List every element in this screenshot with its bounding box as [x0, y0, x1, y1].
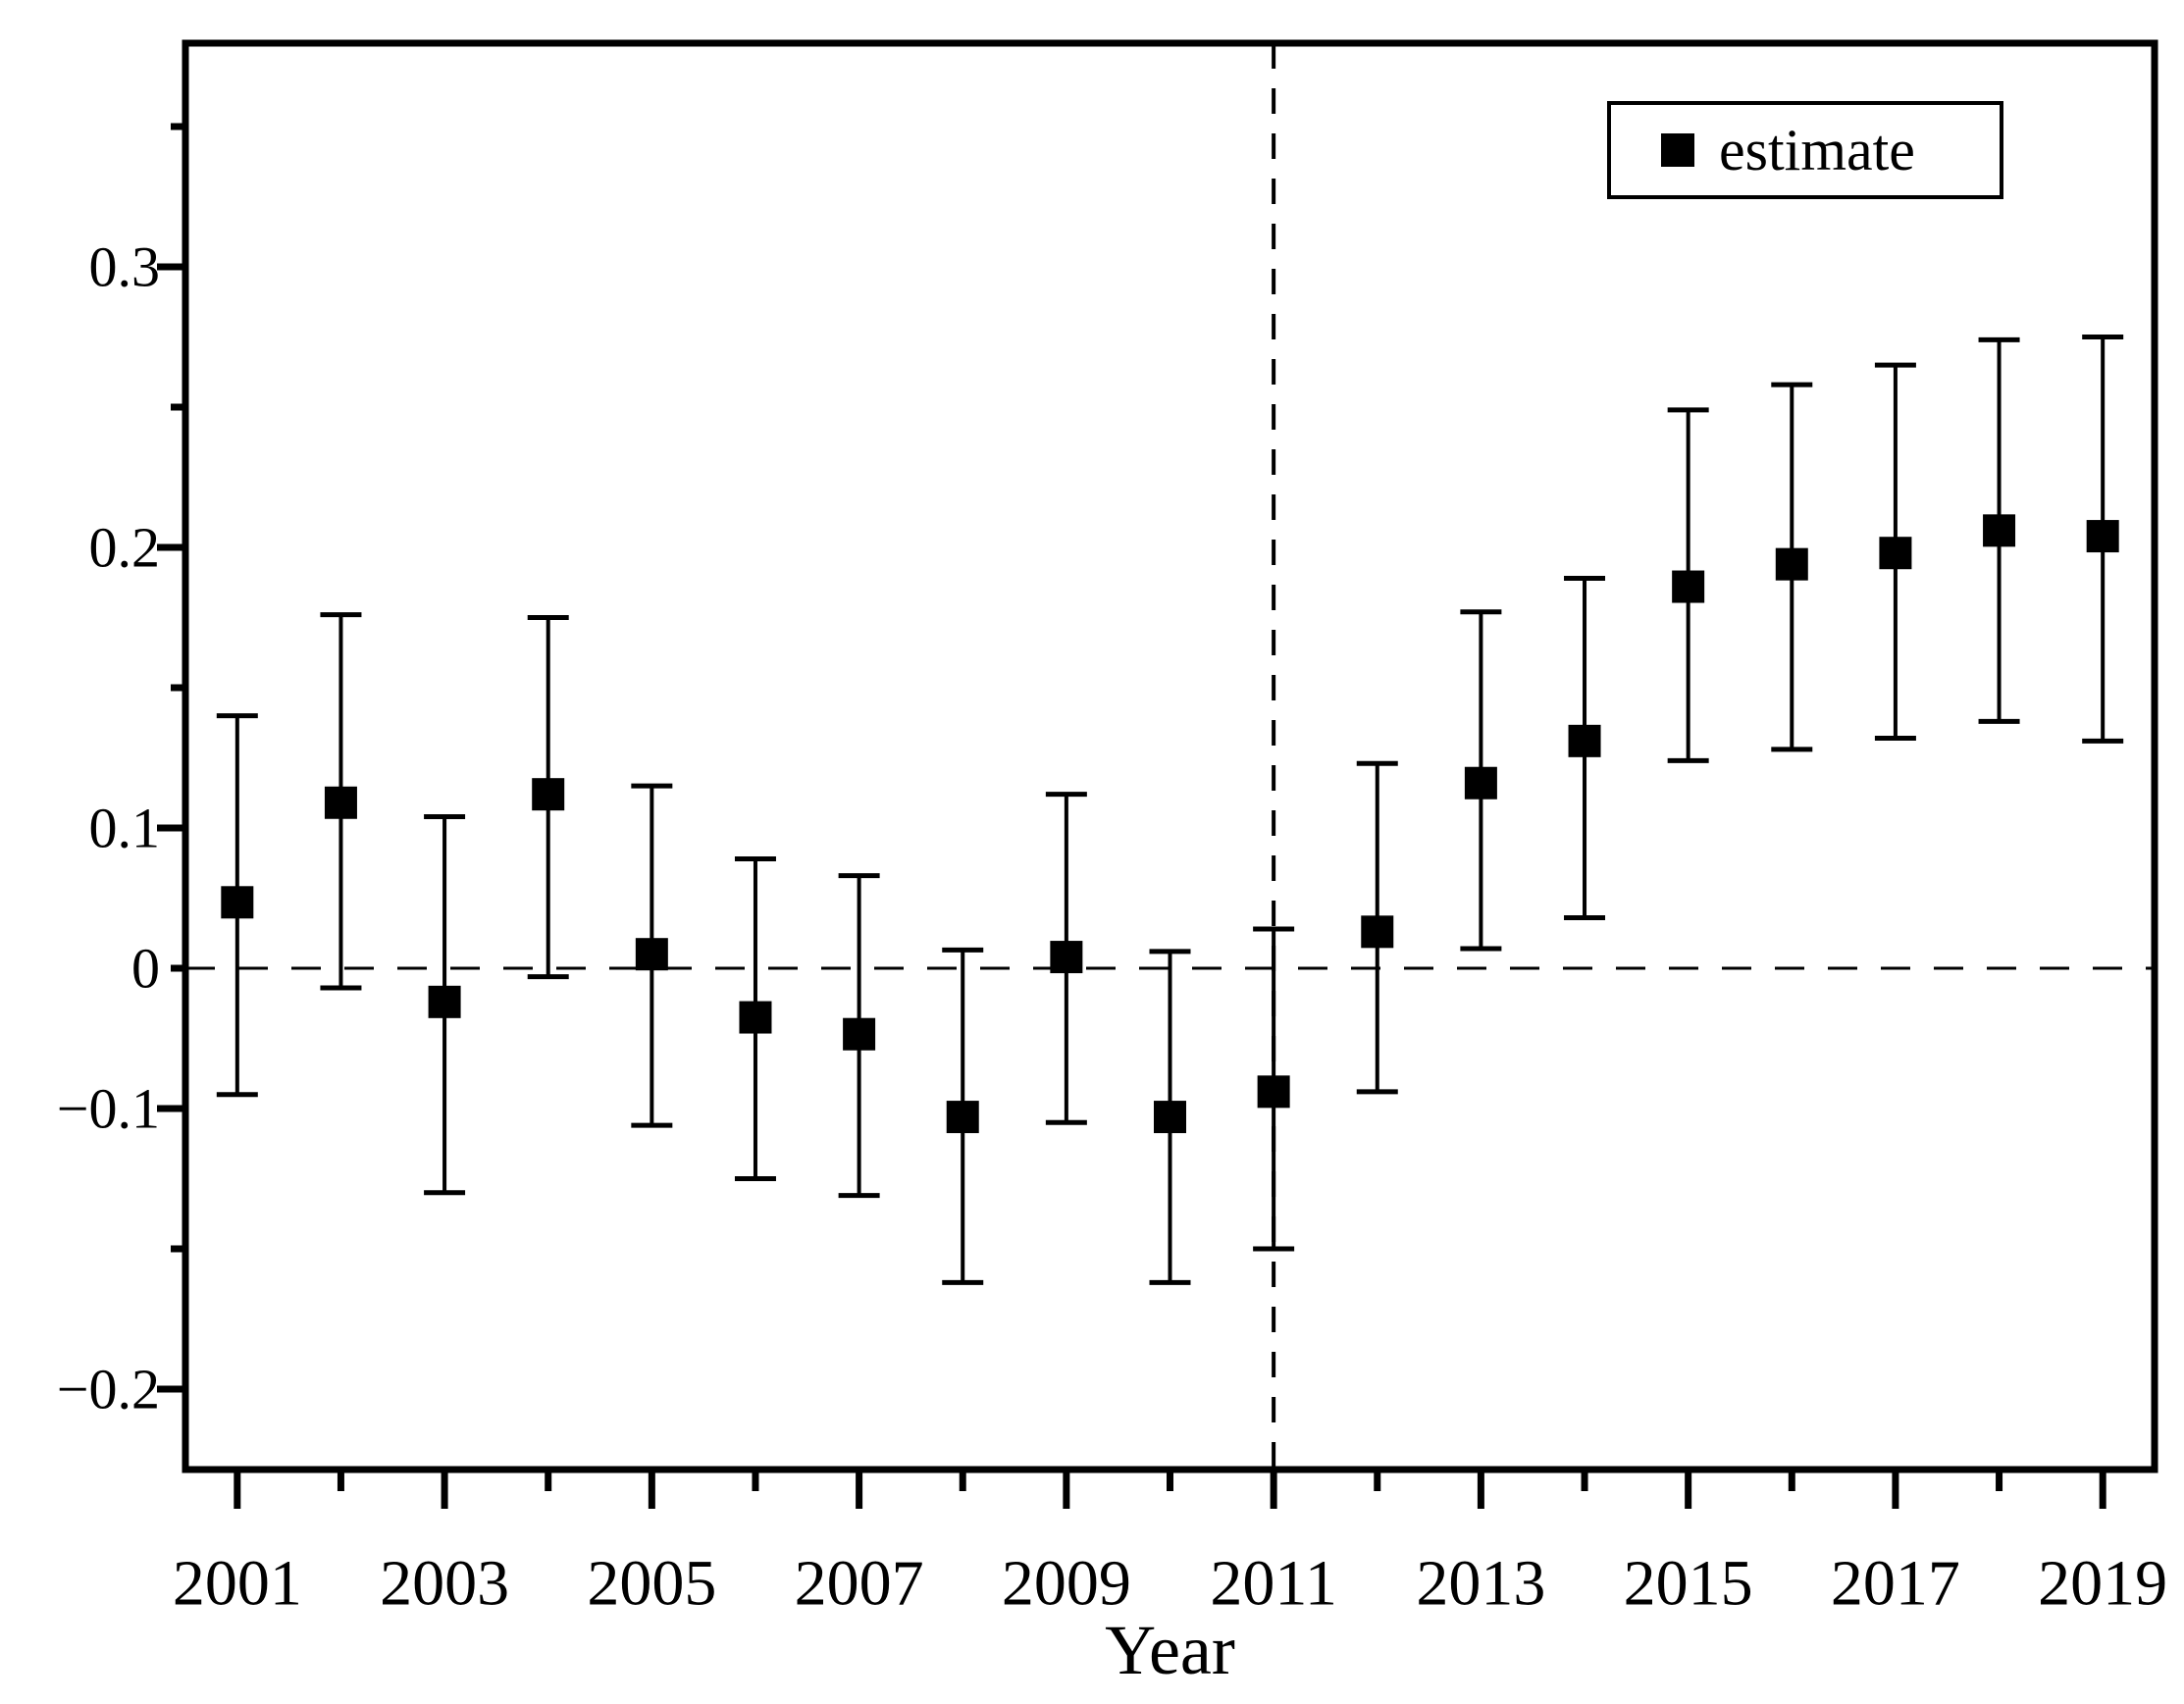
legend: estimate — [1607, 101, 2003, 199]
estimate-marker-2005 — [635, 938, 668, 971]
estimate-marker-2001 — [221, 886, 254, 919]
x-tick-label-2001: 2001 — [173, 1548, 302, 1620]
estimate-marker-2018 — [1983, 514, 2016, 547]
estimate-marker-2006 — [739, 1001, 772, 1034]
y-tick-label-0: 0 — [131, 937, 160, 1001]
estimate-marker-2008 — [946, 1101, 979, 1134]
estimate-marker-2002 — [324, 786, 357, 819]
estimate-marker-2015 — [1672, 570, 1705, 603]
legend-label: estimate — [1719, 118, 1915, 182]
estimate-marker-2011 — [1257, 1075, 1290, 1109]
estimate-marker-2014 — [1568, 724, 1601, 757]
x-tick-label-2019: 2019 — [2038, 1548, 2167, 1620]
estimate-marker-2003 — [428, 985, 461, 1018]
x-tick-label-2015: 2015 — [1624, 1548, 1753, 1620]
estimate-marker-2016 — [1775, 547, 1808, 581]
estimate-marker-2009 — [1050, 941, 1083, 974]
x-tick-label-2009: 2009 — [1002, 1548, 1131, 1620]
estimate-marker-2013 — [1464, 766, 1497, 800]
y-tick-label--0.2: −0.2 — [57, 1358, 160, 1421]
x-tick-label-2005: 2005 — [587, 1548, 716, 1620]
x-tick-label-2017: 2017 — [1831, 1548, 1960, 1620]
x-tick-label-2011: 2011 — [1210, 1548, 1337, 1620]
estimate-marker-2017 — [1879, 537, 1912, 570]
x-tick-label-2003: 2003 — [380, 1548, 509, 1620]
legend-marker-square-icon — [1661, 133, 1694, 167]
estimate-marker-2019 — [2086, 520, 2119, 553]
estimate-marker-2004 — [532, 778, 565, 811]
x-axis-title: Year — [1105, 1611, 1235, 1689]
y-tick-label-0.3: 0.3 — [89, 235, 161, 299]
x-tick-label-2013: 2013 — [1416, 1548, 1545, 1620]
estimate-marker-2007 — [843, 1017, 876, 1051]
estimate-marker-2012 — [1361, 915, 1394, 949]
y-tick-label-0.2: 0.2 — [89, 516, 161, 580]
y-tick-label-0.1: 0.1 — [89, 797, 161, 860]
estimate-marker-2010 — [1154, 1101, 1186, 1134]
x-tick-label-2007: 2007 — [795, 1548, 924, 1620]
y-tick-label--0.1: −0.1 — [57, 1077, 160, 1141]
